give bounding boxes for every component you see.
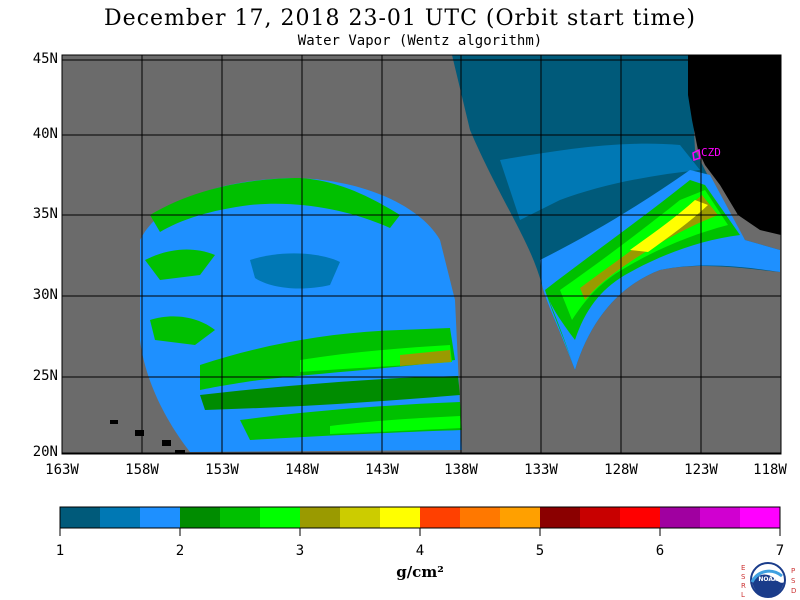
latitude-label: 30N <box>32 287 58 303</box>
colorbar <box>59 506 781 536</box>
colorbar-tick-label: 4 <box>415 543 425 559</box>
land-hawaii <box>110 420 185 454</box>
longitude-label: 133W <box>524 462 558 478</box>
psd-letter-p: P <box>791 567 795 575</box>
colorbar-tick-label: 6 <box>655 543 665 559</box>
longitude-label: 128W <box>604 462 638 478</box>
chart-subtitle: Water Vapor (Wentz algorithm) <box>297 33 543 49</box>
colorbar-swatch <box>260 507 300 528</box>
chart-title: December 17, 2018 23-01 UTC (Orbit start… <box>104 6 696 31</box>
station-label: CZD <box>701 146 721 159</box>
colorbar-swatch <box>140 507 180 528</box>
colorbar-swatch <box>100 507 140 528</box>
colorbar-swatch <box>180 507 220 528</box>
longitude-label: 138W <box>444 462 478 478</box>
colorbar-swatch <box>460 507 500 528</box>
colorbar-swatch <box>660 507 700 528</box>
colorbar-swatch <box>500 507 540 528</box>
psd-letter-s: S <box>791 577 796 585</box>
longitude-label: 158W <box>125 462 159 478</box>
colorbar-tick-label: 2 <box>175 543 185 559</box>
colorbar-swatch <box>700 507 740 528</box>
noaa-logo-text: NOAA <box>758 576 778 583</box>
map-border <box>61 54 782 455</box>
longitude-label: 143W <box>365 462 399 478</box>
noaa-logo: E S R L P S D NOAA <box>741 562 796 599</box>
latitude-label: 20N <box>32 444 58 460</box>
longitude-label: 163W <box>45 462 79 478</box>
colorbar-tick-label: 5 <box>535 543 545 559</box>
latitude-label: 35N <box>32 206 58 222</box>
colorbar-swatch <box>620 507 660 528</box>
station-marker: CZD <box>692 146 721 161</box>
colorbar-swatch <box>300 507 340 528</box>
esrl-letter-l: L <box>741 591 745 599</box>
esrl-letter-s: S <box>741 573 746 581</box>
colorbar-tick-label: 7 <box>775 543 785 559</box>
latitude-label: 40N <box>32 126 58 142</box>
colorbar-tick-label: 1 <box>55 543 65 559</box>
latitude-label: 45N <box>32 51 58 67</box>
latitude-label: 25N <box>32 368 58 384</box>
colorbar-swatch <box>380 507 420 528</box>
longitude-label: 148W <box>285 462 319 478</box>
psd-letter-d: D <box>791 587 796 595</box>
colorbar-swatch <box>580 507 620 528</box>
colorbar-swatch <box>740 507 780 528</box>
longitude-label: 153W <box>205 462 239 478</box>
west-swath <box>140 178 462 452</box>
colorbar-tick-label: 3 <box>295 543 305 559</box>
colorbar-swatch <box>420 507 460 528</box>
longitude-label: 123W <box>684 462 718 478</box>
colorbar-swatch <box>220 507 260 528</box>
esrl-letter-r: R <box>741 582 746 590</box>
colorbar-swatch <box>540 507 580 528</box>
colorbar-swatch <box>340 507 380 528</box>
east-swath <box>452 55 780 370</box>
colorbar-units: g/cm² <box>396 563 444 581</box>
longitude-label: 118W <box>753 462 787 478</box>
colorbar-swatch <box>60 507 100 528</box>
land-california <box>688 55 781 235</box>
lat-lon-grid <box>62 55 781 454</box>
esrl-letter-e: E <box>741 564 745 572</box>
